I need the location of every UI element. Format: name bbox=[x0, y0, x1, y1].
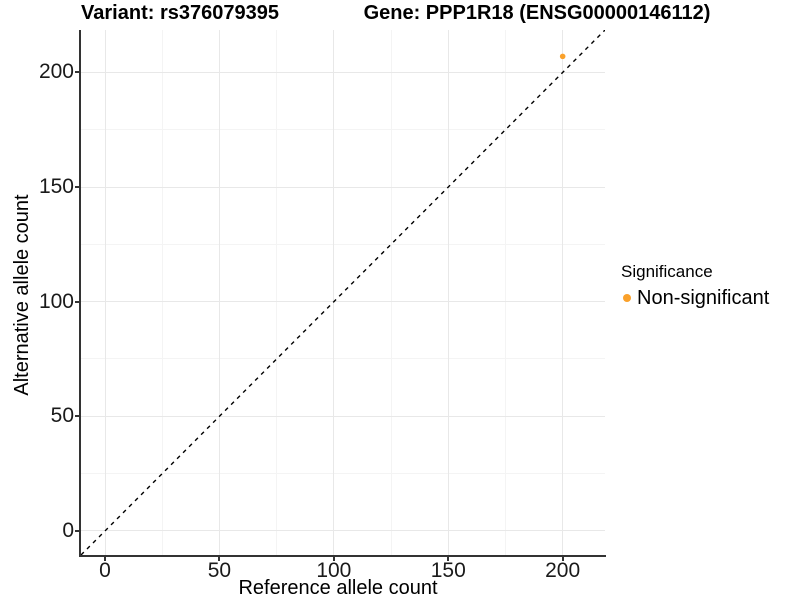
y-tick-mark bbox=[75, 186, 79, 189]
data-point bbox=[559, 53, 566, 60]
gridline-minor-h bbox=[81, 243, 605, 245]
y-tick-mark bbox=[75, 529, 79, 532]
x-axis-line bbox=[79, 555, 606, 557]
x-tick-label: 50 bbox=[207, 559, 232, 582]
x-tick-label: 0 bbox=[99, 559, 111, 582]
y-tick-mark bbox=[75, 300, 79, 303]
plot-panel bbox=[81, 30, 605, 555]
x-tick-mark bbox=[218, 557, 221, 561]
y-tick-label: 0 bbox=[62, 518, 74, 542]
legend-item-non-significant: Non-significant bbox=[621, 286, 769, 310]
x-tick-mark bbox=[104, 557, 107, 561]
gene-title: Gene: PPP1R18 (ENSG00000146112) bbox=[363, 2, 711, 24]
legend: Significance Non-significant bbox=[621, 261, 769, 310]
identity-dashed-line bbox=[81, 30, 605, 555]
y-tick-mark bbox=[75, 71, 79, 74]
y-tick-label: 150 bbox=[38, 175, 74, 199]
x-tick-label: 100 bbox=[316, 559, 352, 582]
gridline-major-h bbox=[81, 186, 605, 188]
x-tick-mark bbox=[332, 557, 335, 561]
gridline-minor-h bbox=[81, 358, 605, 360]
gridline-major-v bbox=[333, 30, 335, 555]
gridline-minor-v bbox=[276, 30, 278, 555]
gridline-major-v bbox=[104, 30, 106, 555]
gridline-major-h bbox=[81, 530, 605, 532]
gridline-minor-v bbox=[390, 30, 392, 555]
gridline-minor-h bbox=[81, 473, 605, 475]
gridline-major-v bbox=[218, 30, 220, 555]
x-tick-mark bbox=[561, 557, 564, 561]
y-axis-title: Alternative allele count bbox=[11, 194, 33, 396]
plot-canvas bbox=[81, 30, 605, 555]
x-tick-label: 200 bbox=[545, 559, 581, 582]
y-tick-mark bbox=[75, 415, 79, 418]
y-tick-label: 100 bbox=[38, 289, 74, 313]
y-axis-line bbox=[79, 30, 81, 557]
x-tick-mark bbox=[447, 557, 450, 561]
gridline-minor-h bbox=[81, 129, 605, 131]
y-tick-label: 200 bbox=[38, 60, 74, 84]
gridline-major-h bbox=[81, 71, 605, 73]
gridline-major-h bbox=[81, 301, 605, 303]
legend-title: Significance bbox=[621, 262, 713, 281]
gridline-minor-v bbox=[161, 30, 163, 555]
gridline-minor-v bbox=[504, 30, 506, 555]
x-tick-label: 150 bbox=[430, 559, 466, 582]
grid-layer bbox=[81, 30, 605, 555]
gridline-major-v bbox=[562, 30, 564, 555]
gridline-major-h bbox=[81, 415, 605, 417]
legend-point-icon bbox=[623, 294, 631, 302]
variant-title: Variant: rs376079395 bbox=[81, 2, 279, 24]
gridline-major-v bbox=[447, 30, 449, 555]
legend-item-label: Non-significant bbox=[637, 287, 770, 309]
y-tick-label: 50 bbox=[50, 404, 74, 428]
x-axis-title: Reference allele count bbox=[238, 577, 438, 599]
